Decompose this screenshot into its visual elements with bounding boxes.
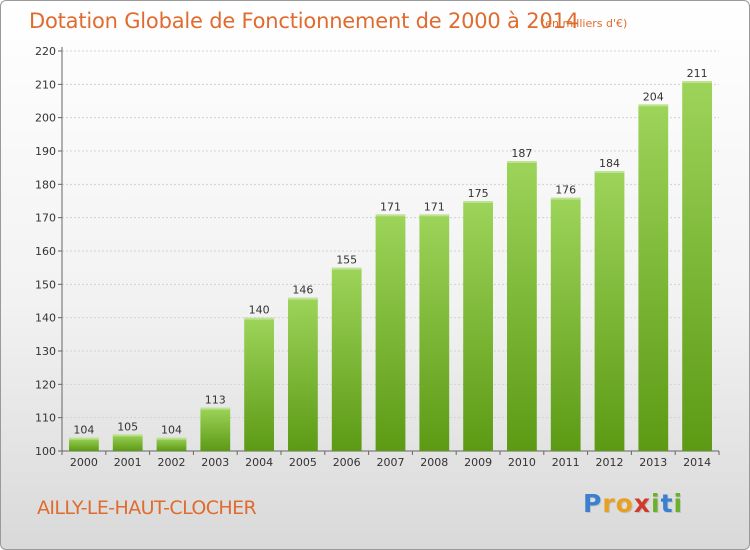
bar-highlight: [331, 267, 362, 270]
bar: [550, 197, 581, 451]
x-axis-ticks: 2000 2001 2002 2003 2004 2005 2006 2007 2008 2009…: [61, 451, 720, 469]
x-tick-label: 2010: [508, 456, 536, 469]
bar-highlight: [419, 214, 450, 217]
logo-letter: i: [673, 489, 684, 518]
y-tick-label: 170: [35, 212, 56, 225]
y-tick-label: 210: [35, 78, 56, 91]
x-tick-label: 2013: [639, 456, 667, 469]
logo-letter: i: [651, 489, 661, 518]
value-label: 146: [292, 284, 313, 297]
bar: [244, 317, 274, 451]
y-tick-label: 100: [35, 445, 56, 458]
x-tick-label: 2002: [158, 456, 186, 469]
bar-highlight: [288, 297, 318, 300]
value-label: 175: [468, 187, 489, 200]
y-tick-label: 110: [35, 412, 56, 425]
value-label: 171: [380, 200, 401, 213]
bar-highlight: [594, 171, 625, 173]
bar-highlight: [550, 197, 581, 200]
value-label: 211: [687, 67, 708, 80]
bar-highlight: [200, 407, 231, 410]
value-labels: 104 105 104 113 140 146 155 171 171 175 187 176 184 2…: [73, 67, 707, 437]
bar-highlight: [244, 317, 274, 320]
value-label: 113: [205, 394, 226, 407]
x-tick-label: 2012: [596, 456, 624, 469]
commune-name: AILLY-LE-HAUT-CLOCHER: [37, 497, 257, 519]
x-tick-label: 2007: [377, 456, 405, 469]
value-label: 187: [511, 147, 532, 160]
value-label: 105: [117, 420, 138, 433]
bar: [463, 201, 493, 451]
bar-highlight: [69, 437, 99, 440]
x-tick-label: 2014: [683, 456, 711, 469]
value-label: 140: [249, 304, 270, 317]
bar: [419, 214, 450, 451]
value-label: 104: [161, 424, 182, 437]
y-tick-label: 180: [35, 178, 56, 191]
bar-highlight: [156, 437, 187, 440]
x-tick-label: 2005: [289, 456, 317, 469]
bar: [375, 214, 406, 451]
y-tick-label: 190: [35, 145, 56, 158]
bar-highlight: [375, 214, 406, 217]
x-tick-label: 2006: [333, 456, 361, 469]
chart-units: (en milliers d'€): [541, 17, 628, 30]
y-tick-label: 120: [35, 378, 56, 391]
logo-letter: P: [583, 489, 603, 518]
logo-letter: x: [633, 489, 651, 518]
bar: [288, 297, 318, 451]
bar-highlight: [638, 104, 669, 107]
y-tick-label: 130: [35, 345, 56, 358]
bar: [638, 104, 669, 451]
logo-letter: t: [660, 489, 674, 518]
x-tick-label: 2004: [245, 456, 273, 469]
bar-highlight: [112, 434, 143, 437]
x-tick-label: 2009: [464, 456, 492, 469]
y-tick-label: 220: [35, 45, 56, 58]
x-tick-label: 2003: [201, 456, 229, 469]
y-tick-label: 140: [35, 312, 56, 325]
bar-highlight: [463, 201, 493, 203]
bar: [200, 407, 231, 451]
bar: [69, 437, 99, 451]
logo-letter: o: [615, 489, 634, 518]
y-tick-label: 200: [35, 112, 56, 125]
bar: [594, 171, 625, 451]
y-axis-ticks: 100 110 120 130 140 150 160 170 180 190 200 210 220: [35, 45, 62, 458]
bar: [682, 81, 712, 451]
value-label: 104: [73, 424, 94, 437]
x-tick-label: 2000: [70, 456, 98, 469]
value-label: 184: [599, 157, 620, 170]
x-tick-label: 2008: [420, 456, 448, 469]
bar: [507, 161, 537, 451]
value-label: 204: [643, 90, 664, 103]
bar: [112, 434, 143, 451]
logo-letter: r: [602, 489, 616, 518]
bars: [69, 81, 712, 451]
value-label: 155: [336, 254, 357, 267]
y-tick-label: 160: [35, 245, 56, 258]
value-label: 176: [555, 184, 576, 197]
x-tick-label: 2011: [552, 456, 580, 469]
bar: [331, 267, 362, 451]
bar: [156, 437, 187, 451]
bar-highlight: [507, 161, 537, 163]
y-tick-label: 150: [35, 278, 56, 291]
chart-title: Dotation Globale de Fonctionnement de 20…: [29, 9, 579, 33]
x-tick-label: 2001: [114, 456, 142, 469]
bar-highlight: [682, 81, 712, 83]
value-label: 171: [424, 200, 445, 213]
proxiti-logo: Proxiti: [583, 489, 683, 518]
